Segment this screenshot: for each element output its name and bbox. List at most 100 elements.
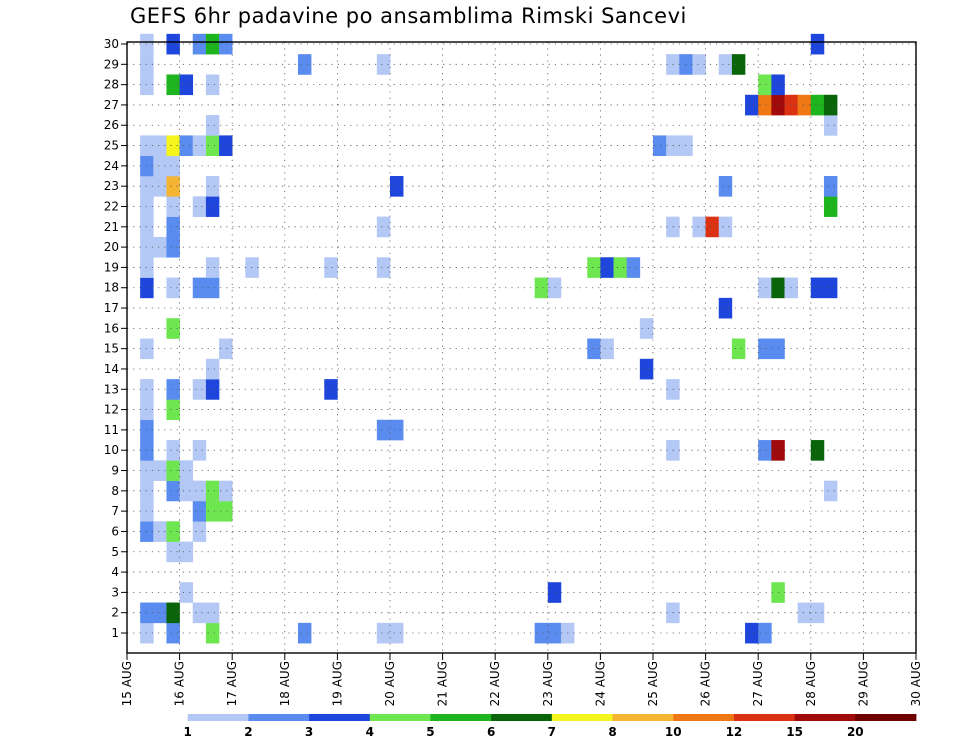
x-tick-label: 26 AUG <box>699 661 713 706</box>
legend-color-swatch <box>369 714 431 721</box>
heatmap-cell <box>613 257 627 278</box>
heatmap-cell <box>166 196 180 217</box>
heatmap-cell <box>692 216 706 238</box>
heatmap-cell <box>219 33 233 55</box>
legend-label: 6 <box>487 725 495 739</box>
heatmap-cell <box>166 480 180 502</box>
x-tick-label: 20 AUG <box>383 661 397 706</box>
legend-color-swatch <box>733 714 796 721</box>
chart-title: GEFS 6hr padavine po ansamblima Rimski S… <box>130 4 687 28</box>
heatmap-cell <box>140 257 154 278</box>
heatmap-cell <box>758 622 772 644</box>
heatmap-cell <box>166 460 180 481</box>
heatmap-cell <box>205 33 220 55</box>
heatmap-cell <box>718 54 733 75</box>
heatmap-cell <box>205 277 220 299</box>
heatmap-cell <box>166 277 180 299</box>
heatmap-cell <box>192 379 207 400</box>
y-tick-label: 30 <box>104 37 119 51</box>
heatmap-cell <box>179 541 194 563</box>
y-tick-label: 17 <box>104 301 119 315</box>
y-tick-label: 15 <box>104 342 119 356</box>
y-tick-label: 12 <box>104 403 119 417</box>
y-tick-label: 1 <box>111 626 119 640</box>
heatmap-cell <box>205 135 220 157</box>
heatmap-cell <box>810 602 825 624</box>
heatmap-cell <box>192 440 207 461</box>
heatmap-cell <box>179 480 194 502</box>
heatmap-cell <box>376 622 391 644</box>
heatmap-cell <box>547 277 562 299</box>
y-tick-label: 16 <box>104 321 119 335</box>
heatmap-cell <box>758 338 772 360</box>
y-tick-label: 28 <box>104 78 119 92</box>
y-tick-label: 2 <box>111 606 119 620</box>
heatmap-cell <box>376 419 391 441</box>
heatmap-cell <box>153 155 167 177</box>
heatmap-cell <box>600 257 614 278</box>
heatmap-cell <box>140 135 154 157</box>
y-tick-label: 9 <box>111 464 119 478</box>
heatmap-cell <box>718 297 733 319</box>
heatmap-cell <box>626 257 641 278</box>
heatmap-cell <box>758 94 772 116</box>
heatmap-cell <box>205 176 220 197</box>
legend-label: 15 <box>786 725 803 739</box>
y-tick-label: 11 <box>104 423 119 437</box>
y-tick-label: 14 <box>104 362 119 376</box>
legend-label: 1 <box>184 725 192 739</box>
x-tick-label: 22 AUG <box>488 661 502 706</box>
y-tick-label: 10 <box>104 443 119 457</box>
legend-color-swatch <box>491 714 553 721</box>
legend-label: 7 <box>548 725 556 739</box>
heatmap-cell <box>166 33 180 55</box>
heatmap-cell <box>166 135 180 157</box>
heatmap-cell <box>219 500 233 522</box>
heatmap-cell <box>547 622 562 644</box>
heatmap-cell <box>797 94 812 116</box>
heatmap-cell <box>153 460 167 481</box>
y-tick-label: 26 <box>104 118 119 132</box>
grid-layer <box>127 42 916 653</box>
heatmap-cell <box>205 358 220 380</box>
heatmap-cell <box>731 338 746 360</box>
x-tick-label: 15 AUG <box>120 661 134 706</box>
heatmap-cell <box>166 74 180 96</box>
heatmap-cell <box>140 54 154 75</box>
heatmap-cell <box>140 602 154 624</box>
heatmap-cell <box>192 602 207 624</box>
heatmap-cell <box>140 460 154 481</box>
heatmap-cell <box>192 135 207 157</box>
heatmap-cell <box>376 257 391 278</box>
heatmap-cell <box>205 115 220 136</box>
x-tick-label: 21 AUG <box>436 661 450 706</box>
x-tick-label: 23 AUG <box>541 661 555 706</box>
heatmap-cell <box>823 94 838 116</box>
legend-color-swatch <box>551 714 613 721</box>
heatmap-cell <box>639 358 654 380</box>
heatmap-cell <box>140 440 154 461</box>
legend-label: 8 <box>608 725 616 739</box>
y-tick-label: 6 <box>111 524 119 538</box>
heatmap-cell <box>192 480 207 502</box>
heatmap-cell <box>810 277 825 299</box>
heatmap-cell <box>600 338 614 360</box>
x-tick-label: 29 AUG <box>856 661 870 706</box>
heatmap-cell <box>731 54 746 75</box>
x-tick-label: 16 AUG <box>173 661 187 706</box>
legend-color-swatch <box>673 714 735 721</box>
heatmap-cell <box>823 196 838 217</box>
heatmap-cell <box>205 196 220 217</box>
heatmap-cell <box>823 277 838 299</box>
heatmap-cell <box>205 480 220 502</box>
heatmap-cell <box>140 622 154 644</box>
heatmap-cell <box>140 216 154 238</box>
y-tick-label: 24 <box>104 159 119 173</box>
y-tick-label: 27 <box>104 98 119 112</box>
heatmap-cell <box>153 176 167 197</box>
heatmap-cell <box>758 277 772 299</box>
heatmap-cell <box>179 460 194 481</box>
heatmap-cell <box>166 318 180 339</box>
heatmap-cell <box>797 602 812 624</box>
heatmap-cell <box>166 521 180 542</box>
